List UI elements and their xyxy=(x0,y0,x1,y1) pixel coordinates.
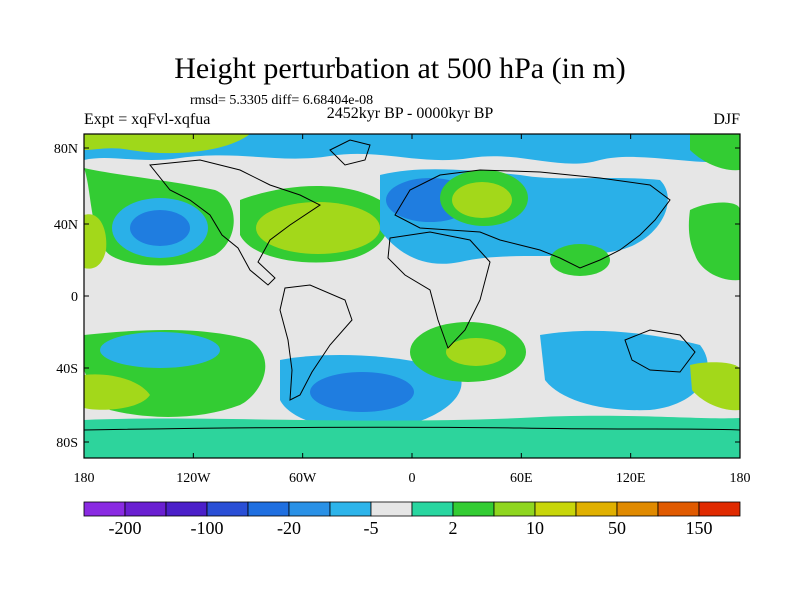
lon-tick-label: 60E xyxy=(510,471,533,486)
map-field xyxy=(84,134,740,458)
colorbar-swatch xyxy=(165,501,208,517)
field-natlantic-high xyxy=(256,202,380,254)
colorbar-label: 10 xyxy=(526,518,544,538)
colorbar-swatch xyxy=(493,501,536,517)
field-indian-blue xyxy=(540,330,708,411)
field-antarctic-green xyxy=(84,415,740,458)
lon-tick-label: 180 xyxy=(730,471,751,486)
experiment-label: Expt = xqFvl-xqfua xyxy=(84,111,211,128)
coast-africa xyxy=(387,231,491,349)
colorbar-swatch xyxy=(534,501,577,517)
colorbar-swatch xyxy=(83,501,126,517)
colorbar-swatch xyxy=(698,501,741,517)
field-wpacific-yellow xyxy=(84,214,107,269)
colorbar-swatch xyxy=(370,501,413,517)
season-label: DJF xyxy=(713,111,740,128)
colorbar-swatch xyxy=(411,501,454,517)
colorbar-swatch xyxy=(657,501,700,517)
coastlines xyxy=(84,139,740,431)
colorbar-label: -20 xyxy=(277,518,301,538)
field-asia-high xyxy=(452,182,512,218)
colorbar-swatch xyxy=(452,501,495,517)
colorbar-swatch xyxy=(575,501,618,517)
colorbar-label: 2 xyxy=(449,518,458,538)
field-arctic-blue xyxy=(84,134,740,164)
period-label: 2452kyr BP - 0000kyr BP xyxy=(326,105,494,122)
colorbar-label: -200 xyxy=(109,518,142,538)
coast-eurasia xyxy=(394,169,671,269)
colorbar-swatch xyxy=(616,501,659,517)
colorbar-swatch xyxy=(247,501,290,517)
field-spacific-blue xyxy=(100,332,220,368)
field-india-green xyxy=(550,244,610,276)
field-npacific-core xyxy=(130,210,190,246)
colorbar-label: 50 xyxy=(608,518,626,538)
lat-tick-label: 40N xyxy=(54,218,78,233)
map-axes: 80N 40N 0 40S 80S 180 120W 60W 0 60E 120E 180 xyxy=(54,134,751,486)
field-satlantic-low xyxy=(310,372,414,412)
colorbar-swatch xyxy=(206,501,249,517)
field-safrica-high xyxy=(446,338,506,366)
lat-tick-label: 80S xyxy=(56,436,78,451)
field-sepacific-yellow xyxy=(690,362,740,411)
rmsd-stats: rmsd= 5.3305 diff= 6.68404e-08 xyxy=(190,93,374,108)
colorbar-label: 150 xyxy=(686,518,713,538)
colorbar-label: -100 xyxy=(191,518,224,538)
lon-tick-label: 120E xyxy=(616,471,646,486)
colorbar-swatch xyxy=(288,501,331,517)
lat-tick-label: 0 xyxy=(71,290,78,305)
coast-australia xyxy=(624,329,696,373)
colorbar: -200 -100 -20 -5 2 10 50 150 xyxy=(83,501,741,538)
lat-tick-label: 40S xyxy=(56,362,78,377)
colorbar-label: -5 xyxy=(364,518,379,538)
coast-antarctica xyxy=(84,426,740,431)
lon-tick-label: 180 xyxy=(74,471,95,486)
coast-south-america xyxy=(279,284,353,401)
field-swpacific-yellow xyxy=(84,374,150,410)
coast-greenland xyxy=(329,139,371,166)
colorbar-swatch xyxy=(329,501,372,517)
lon-tick-label: 120W xyxy=(176,471,211,486)
lon-tick-label: 60W xyxy=(289,471,317,486)
field-arctic-green xyxy=(84,134,250,154)
coast-north-america xyxy=(149,159,321,286)
colorbar-swatch xyxy=(124,501,167,517)
map-title: Height perturbation at 500 hPa (in m) xyxy=(174,52,626,85)
lon-tick-label: 0 xyxy=(409,471,416,486)
lat-tick-label: 80N xyxy=(54,142,78,157)
field-arctic-green-east xyxy=(690,134,740,171)
field-epacific-green xyxy=(688,202,740,281)
